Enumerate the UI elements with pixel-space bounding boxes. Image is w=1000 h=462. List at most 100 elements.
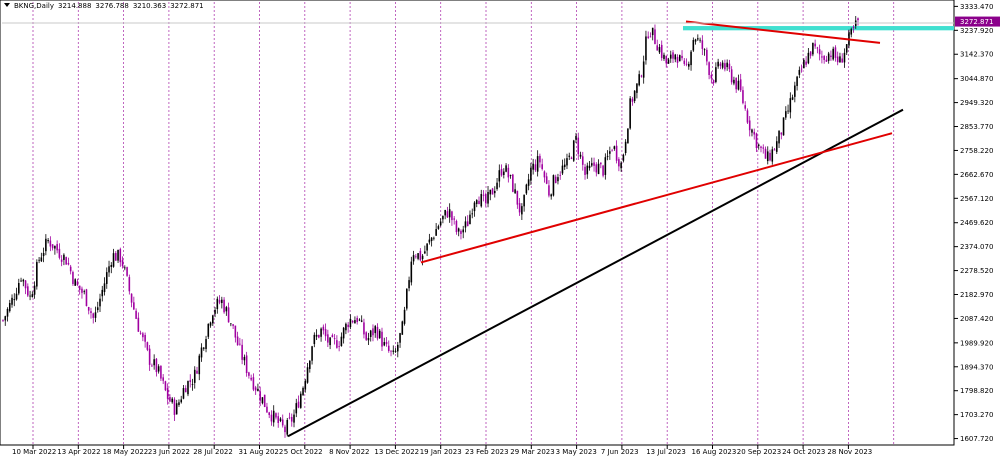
candle-body [757, 144, 760, 146]
candle-body [550, 194, 552, 197]
symbol-dropdown-icon[interactable] [4, 3, 10, 7]
candle-body [336, 340, 338, 348]
candle-body [622, 154, 625, 161]
candle-body [572, 140, 575, 161]
candle-body [778, 130, 780, 144]
candle-body [834, 47, 837, 58]
candle-body [527, 179, 530, 186]
candle-body [198, 355, 201, 375]
candle-body [338, 346, 340, 347]
candle-body [345, 323, 347, 331]
candle-body [349, 318, 352, 327]
candle-body [351, 320, 354, 323]
candle-body [807, 52, 810, 64]
candle-body [250, 377, 252, 380]
y-tick-label: 1894.370 [960, 363, 993, 371]
candle-body [552, 175, 555, 196]
candle-body [800, 68, 803, 70]
candle-body [462, 229, 465, 233]
candle-body [579, 154, 582, 157]
candle-body [814, 43, 816, 47]
candle-body [678, 55, 681, 62]
candle-body [439, 221, 442, 226]
candle-body [674, 54, 677, 60]
candle-body [94, 312, 97, 318]
y-tick-label: 2853.770 [960, 123, 993, 131]
candle-body [428, 239, 431, 243]
candle-body [509, 175, 512, 176]
candle-body [830, 55, 832, 58]
candle-body [530, 167, 532, 181]
candle-body [570, 157, 573, 159]
candle-body [430, 237, 433, 242]
y-tick-label: 1989.920 [960, 339, 993, 347]
x-tick-label: 13 Apr 2022 [57, 448, 100, 456]
candle-body [624, 141, 627, 154]
ohlc-close: 3272.871 [170, 2, 204, 10]
candle-body [8, 303, 11, 312]
candle-body [297, 401, 300, 408]
candle-body [401, 321, 404, 335]
candle-body [568, 155, 571, 157]
candle-body [683, 60, 686, 64]
candle-body [505, 165, 507, 172]
candle-body [712, 80, 715, 84]
candle-body [56, 244, 58, 251]
candle-body [232, 324, 234, 326]
current-price-badge [955, 16, 1000, 27]
candle-body [602, 165, 604, 176]
candle-body [658, 47, 661, 53]
candle-body [706, 49, 708, 62]
candle-body [261, 397, 264, 404]
candle-body [769, 152, 771, 161]
x-tick-label: 10 Mar 2022 [12, 448, 56, 456]
candle-body [378, 330, 381, 339]
candle-body [690, 51, 692, 66]
candle-body [202, 347, 205, 349]
candle-body [694, 39, 697, 42]
candle-body [514, 189, 516, 194]
candle-body [669, 54, 672, 59]
candle-body [857, 18, 859, 21]
candle-body [412, 255, 415, 262]
candle-body [455, 220, 458, 233]
candle-body [178, 402, 180, 405]
candle-body [611, 150, 613, 152]
candle-body [114, 253, 117, 261]
candle-body [27, 286, 29, 296]
candle-body [392, 350, 395, 352]
candle-body [737, 80, 740, 90]
candle-body [299, 393, 302, 408]
candle-body [331, 335, 334, 338]
candle-body [444, 209, 446, 216]
candle-body [288, 417, 291, 419]
candle-body [363, 322, 365, 335]
candle-body [221, 299, 223, 304]
candle-body [645, 36, 647, 61]
candle-body [236, 336, 239, 346]
candle-body [20, 280, 22, 282]
candle-body [306, 367, 309, 383]
candle-body [254, 387, 257, 391]
candle-body [175, 403, 178, 415]
candle-body [60, 259, 63, 262]
candle-body [243, 356, 246, 361]
candle-body [142, 333, 144, 338]
candle-body [681, 55, 683, 59]
candle-body [609, 151, 611, 154]
candle-body [613, 146, 616, 149]
candle-body [29, 295, 31, 297]
candle-body [126, 267, 128, 276]
candle-body [816, 47, 819, 49]
candle-body [268, 412, 271, 415]
candle-body [789, 98, 792, 113]
candle-body [500, 168, 503, 176]
candle-body [839, 56, 841, 63]
candle-body [744, 105, 747, 109]
candle-body [396, 344, 399, 352]
candle-body [205, 339, 207, 349]
candle-body [212, 315, 214, 324]
y-tick-label: 2182.970 [960, 291, 993, 299]
